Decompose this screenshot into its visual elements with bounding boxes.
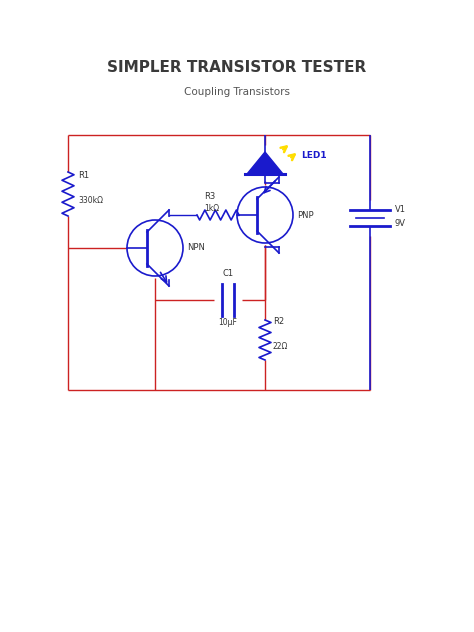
Text: LED1: LED1 (301, 152, 327, 161)
Text: NPN: NPN (187, 243, 205, 253)
Text: R3: R3 (204, 192, 215, 201)
Text: PNP: PNP (297, 210, 314, 219)
Text: Coupling Transistors: Coupling Transistors (184, 87, 290, 97)
Text: 10μF: 10μF (219, 318, 237, 327)
Text: V1: V1 (395, 205, 406, 214)
Text: R2: R2 (273, 317, 284, 326)
Text: SIMPLER TRANSISTOR TESTER: SIMPLER TRANSISTOR TESTER (108, 61, 366, 75)
Text: 1kΩ: 1kΩ (204, 204, 219, 213)
Text: 330kΩ: 330kΩ (78, 196, 103, 205)
Text: R1: R1 (78, 171, 89, 180)
Text: 9V: 9V (395, 219, 406, 228)
Text: C1: C1 (222, 269, 234, 278)
Polygon shape (247, 152, 283, 174)
Text: 22Ω: 22Ω (273, 342, 288, 351)
